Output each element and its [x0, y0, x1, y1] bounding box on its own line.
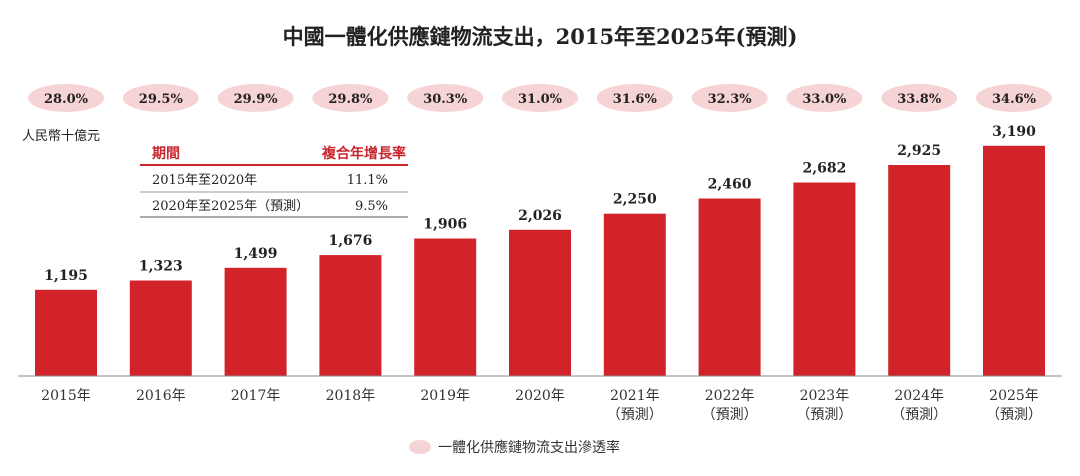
cagr-table-row-2-rate: 9.5% — [355, 199, 388, 214]
penetration-pill-1 — [122, 84, 199, 112]
x-tick-label-9: 2024年 — [894, 388, 944, 404]
bar-6 — [603, 213, 666, 376]
penetration-pill-0 — [28, 84, 104, 112]
bar-series — [35, 145, 1045, 376]
penetration-rate-label-3: 29.8% — [328, 92, 373, 107]
x-tick-label-8-sub: （預測） — [796, 407, 852, 423]
penetration-rate-label-9: 33.8% — [897, 92, 942, 107]
penetration-pill-7 — [691, 84, 768, 112]
bar-value-label-0: 1,195 — [44, 268, 88, 284]
penetration-rate-label-10: 34.6% — [992, 92, 1037, 107]
bar-9 — [888, 165, 951, 376]
cagr-table-row-1-period: 2015年至2020年 — [152, 173, 257, 188]
bar-value-labels: 1,195 1,323 1,499 1,676 1,906 2,026 2,250 2,460… — [44, 124, 1036, 284]
bar-1 — [129, 280, 192, 376]
x-tick-label-8: 2023年 — [800, 388, 850, 404]
cagr-table-row-1-rate: 11.1% — [347, 173, 388, 188]
penetration-pill-2 — [217, 84, 294, 112]
x-tick-label-4: 2019年 — [420, 388, 470, 404]
cagr-table-header-period: 期間 — [152, 146, 180, 162]
penetration-pill-4 — [407, 84, 484, 112]
penetration-pill-8 — [786, 84, 863, 112]
penetration-rate-label-2: 29.9% — [234, 92, 279, 107]
bar-8 — [793, 182, 856, 376]
x-tick-label-1: 2016年 — [136, 388, 186, 404]
x-tick-label-7-sub: （預測） — [702, 407, 758, 423]
bar-value-label-6: 2,250 — [613, 192, 657, 208]
bar-5 — [509, 229, 571, 376]
legend: 一體化供應鏈物流支出滲透率 — [409, 439, 620, 456]
bar-value-label-4: 1,906 — [423, 217, 467, 233]
penetration-rate-label-4: 30.3% — [423, 92, 468, 107]
x-tick-label-3: 2018年 — [326, 388, 376, 404]
x-tick-label-10: 2025年 — [989, 388, 1039, 404]
bar-2 — [224, 267, 287, 376]
penetration-pill-5 — [502, 84, 578, 112]
x-tick-label-10-sub: （預測） — [986, 407, 1042, 423]
penetration-rate-label-6: 31.6% — [613, 92, 658, 107]
penetration-rate-label-8: 33.0% — [802, 92, 847, 107]
x-tick-label-7: 2022年 — [705, 388, 755, 404]
bar-value-label-10: 3,190 — [992, 124, 1036, 140]
bar-0 — [35, 289, 97, 376]
bar-3 — [319, 255, 382, 376]
penetration-pill-10 — [976, 84, 1052, 112]
penetration-rate-label-0: 28.0% — [44, 92, 89, 107]
bar-value-label-1: 1,323 — [139, 259, 183, 275]
bar-4 — [414, 238, 477, 376]
x-axis-labels: 2015年 2016年 2017年 2018年 2019年 2020年 2021年 （預測） 2… — [41, 388, 1042, 423]
bar-value-label-3: 1,676 — [328, 233, 372, 249]
bar-value-label-5: 2,026 — [518, 208, 562, 224]
x-tick-label-9-sub: （預測） — [891, 407, 947, 423]
bar-value-label-9: 2,925 — [897, 143, 941, 159]
x-tick-label-2: 2017年 — [231, 388, 281, 404]
bar-value-label-7: 2,460 — [708, 177, 752, 193]
cagr-table-row-2-period: 2020年至2025年（預測） — [152, 199, 309, 214]
penetration-rate-label-5: 31.0% — [518, 92, 563, 107]
cagr-table: 期間 複合年增長率 2015年至2020年 11.1% 2020年至2025年（… — [140, 145, 408, 218]
penetration-pill-9 — [881, 84, 958, 112]
x-tick-label-0: 2015年 — [41, 388, 91, 404]
legend-swatch — [409, 440, 431, 454]
bar-value-label-8: 2,682 — [802, 161, 846, 177]
legend-label: 一體化供應鏈物流支出滲透率 — [438, 439, 620, 456]
penetration-rate-label-7: 32.3% — [708, 92, 753, 107]
bar-7 — [698, 198, 761, 376]
penetration-pill-6 — [596, 84, 673, 112]
cagr-table-header-rate: 複合年增長率 — [321, 145, 406, 162]
chart-title: 中國一體化供應鏈物流支出，2015年至2025年(預測) — [283, 24, 798, 49]
bar-10 — [983, 145, 1045, 376]
x-tick-label-5: 2020年 — [515, 388, 565, 404]
x-tick-label-6: 2021年 — [610, 388, 660, 404]
x-tick-label-6-sub: （預測） — [607, 407, 663, 423]
unit-label: 人民幣十億元 — [22, 128, 100, 144]
bar-value-label-2: 1,499 — [234, 246, 278, 262]
penetration-rate-row: 28.0% 29.5% 29.9% 29.8% 30.3% 31.0% 31.6% 32.3%… — [28, 84, 1052, 112]
penetration-rate-label-1: 29.5% — [139, 92, 184, 107]
penetration-pill-3 — [312, 84, 389, 112]
